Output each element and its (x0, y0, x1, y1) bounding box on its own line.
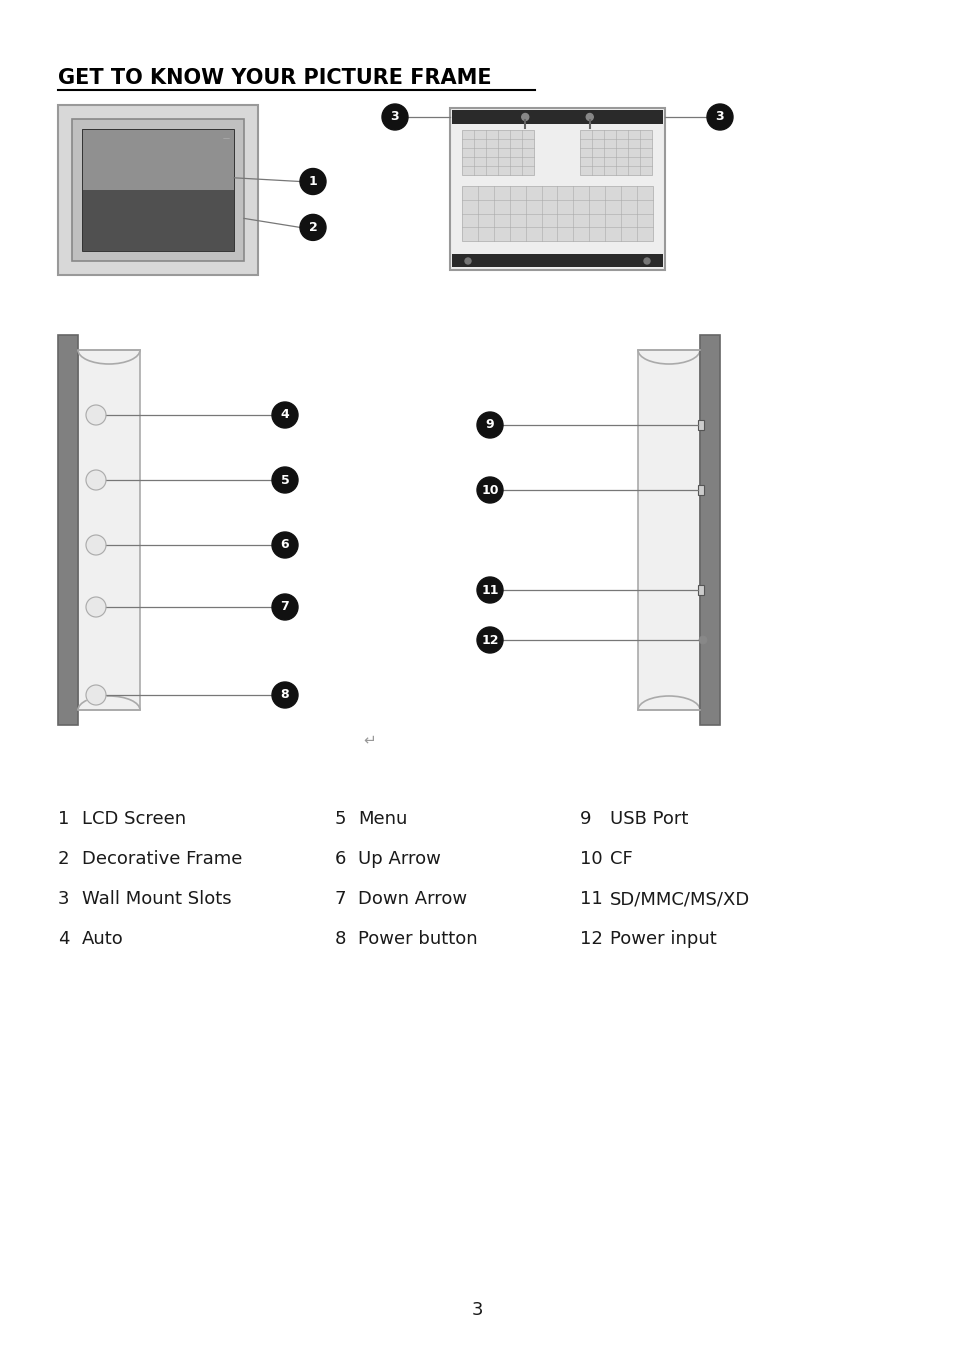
Circle shape (86, 405, 106, 425)
Circle shape (476, 576, 502, 603)
Circle shape (272, 682, 297, 707)
Text: USB Port: USB Port (609, 810, 688, 828)
Text: Decorative Frame: Decorative Frame (82, 850, 242, 868)
Bar (450, 108, 664, 270)
Bar (461, 186, 652, 242)
Text: 12: 12 (579, 930, 602, 948)
Text: SD/MMC/MS/XD: SD/MMC/MS/XD (609, 890, 749, 909)
Circle shape (699, 636, 706, 644)
Circle shape (643, 258, 649, 265)
Bar (452, 109, 662, 124)
Bar (452, 254, 662, 267)
Text: 12: 12 (480, 633, 498, 647)
Text: Wall Mount Slots: Wall Mount Slots (82, 890, 232, 909)
Bar (698, 485, 703, 495)
Bar (82, 190, 233, 251)
Text: 2: 2 (309, 221, 317, 234)
Text: Down Arrow: Down Arrow (357, 890, 467, 909)
Bar (82, 130, 233, 251)
Bar (58, 105, 257, 275)
Text: 4: 4 (58, 930, 70, 948)
Circle shape (521, 113, 528, 120)
Bar (698, 420, 703, 431)
Circle shape (706, 104, 732, 130)
Text: 8: 8 (280, 688, 289, 702)
Bar (698, 585, 703, 595)
Text: 10: 10 (480, 483, 498, 497)
Circle shape (299, 169, 326, 194)
Text: Power button: Power button (357, 930, 477, 948)
Circle shape (272, 467, 297, 493)
Circle shape (476, 477, 502, 504)
Text: —: — (223, 135, 230, 140)
Bar (461, 130, 534, 176)
Text: 11: 11 (480, 583, 498, 597)
Circle shape (86, 684, 106, 705)
Text: 1: 1 (58, 810, 70, 828)
Text: ↵: ↵ (363, 733, 376, 748)
Text: 2: 2 (58, 850, 70, 868)
Text: Menu: Menu (357, 810, 407, 828)
Text: 9: 9 (485, 418, 494, 432)
Circle shape (299, 215, 326, 240)
Circle shape (272, 532, 297, 558)
Circle shape (476, 412, 502, 437)
Circle shape (86, 535, 106, 555)
Text: 1: 1 (309, 176, 317, 188)
Text: 6: 6 (335, 850, 346, 868)
Text: 10: 10 (579, 850, 602, 868)
Bar (71, 119, 244, 261)
Text: 8: 8 (335, 930, 346, 948)
Bar (58, 335, 78, 725)
Text: CF: CF (609, 850, 632, 868)
Circle shape (476, 626, 502, 653)
Circle shape (86, 597, 106, 617)
Text: 4: 4 (280, 409, 289, 421)
Text: 7: 7 (280, 601, 289, 613)
Circle shape (464, 258, 471, 265)
Bar (700, 335, 720, 725)
Text: Power input: Power input (609, 930, 716, 948)
Circle shape (586, 113, 593, 120)
Text: GET TO KNOW YOUR PICTURE FRAME: GET TO KNOW YOUR PICTURE FRAME (58, 68, 491, 88)
Circle shape (272, 402, 297, 428)
Text: 5: 5 (280, 474, 289, 486)
Text: 6: 6 (280, 539, 289, 552)
Text: 11: 11 (579, 890, 602, 909)
Bar (579, 130, 651, 176)
Circle shape (86, 470, 106, 490)
Text: LCD Screen: LCD Screen (82, 810, 186, 828)
Text: 3: 3 (391, 111, 399, 123)
Text: 5: 5 (335, 810, 346, 828)
Bar (638, 350, 700, 710)
Text: 3: 3 (471, 1301, 482, 1319)
Bar (78, 350, 140, 710)
Text: 7: 7 (335, 890, 346, 909)
Text: Auto: Auto (82, 930, 124, 948)
Circle shape (272, 594, 297, 620)
Text: 9: 9 (579, 810, 591, 828)
Text: 3: 3 (58, 890, 70, 909)
Text: 3: 3 (715, 111, 723, 123)
Circle shape (381, 104, 408, 130)
Bar (82, 130, 233, 190)
Text: Up Arrow: Up Arrow (357, 850, 440, 868)
